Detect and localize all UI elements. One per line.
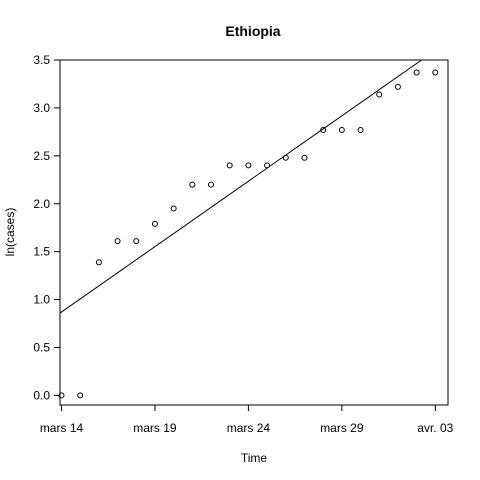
y-tick-label: 3.5 xyxy=(33,53,50,67)
data-point xyxy=(432,69,439,76)
data-point xyxy=(58,392,65,399)
y-tick-label: 0.5 xyxy=(33,341,50,355)
y-tick-label: 3.0 xyxy=(33,101,50,115)
y-axis-label: ln(cases) xyxy=(3,208,17,257)
data-point xyxy=(357,126,364,133)
data-point xyxy=(226,162,233,169)
data-point xyxy=(413,69,420,76)
x-tick-label: mars 19 xyxy=(133,421,177,435)
y-tick-label: 1.0 xyxy=(33,293,50,307)
data-point xyxy=(77,392,84,399)
x-axis-label: Time xyxy=(241,451,268,465)
data-point xyxy=(170,205,177,212)
data-point xyxy=(394,83,401,90)
data-point xyxy=(133,238,140,245)
data-point xyxy=(282,154,289,161)
plot-area xyxy=(59,59,449,406)
data-point xyxy=(189,181,196,188)
data-point xyxy=(264,162,271,169)
x-tick-label: mars 14 xyxy=(40,421,84,435)
data-point xyxy=(376,91,383,98)
points-layer xyxy=(58,69,439,399)
data-point xyxy=(245,162,252,169)
x-tick-label: avr. 03 xyxy=(417,421,453,435)
data-point xyxy=(338,126,345,133)
fit-line xyxy=(59,59,422,314)
x-tick-label: mars 29 xyxy=(320,421,364,435)
data-point xyxy=(151,220,158,227)
data-point xyxy=(301,154,308,161)
x-tick-label: mars 24 xyxy=(227,421,271,435)
y-tick-label: 0.0 xyxy=(33,388,50,402)
data-point xyxy=(114,238,121,245)
y-tick-label: 2.0 xyxy=(33,197,50,211)
x-axis: mars 14 mars 19 mars 24 mars 29 avr. 03 xyxy=(40,405,454,435)
y-tick-label: 2.5 xyxy=(33,149,50,163)
chart-title: Ethiopia xyxy=(225,23,280,39)
y-axis: 0.0 0.5 1.0 1.5 2.0 2.5 3.0 3.5 xyxy=(33,53,60,402)
data-point xyxy=(320,126,327,133)
fit-line-layer xyxy=(59,59,422,314)
data-point xyxy=(208,181,215,188)
data-point xyxy=(95,259,102,266)
y-tick-label: 1.5 xyxy=(33,245,50,259)
